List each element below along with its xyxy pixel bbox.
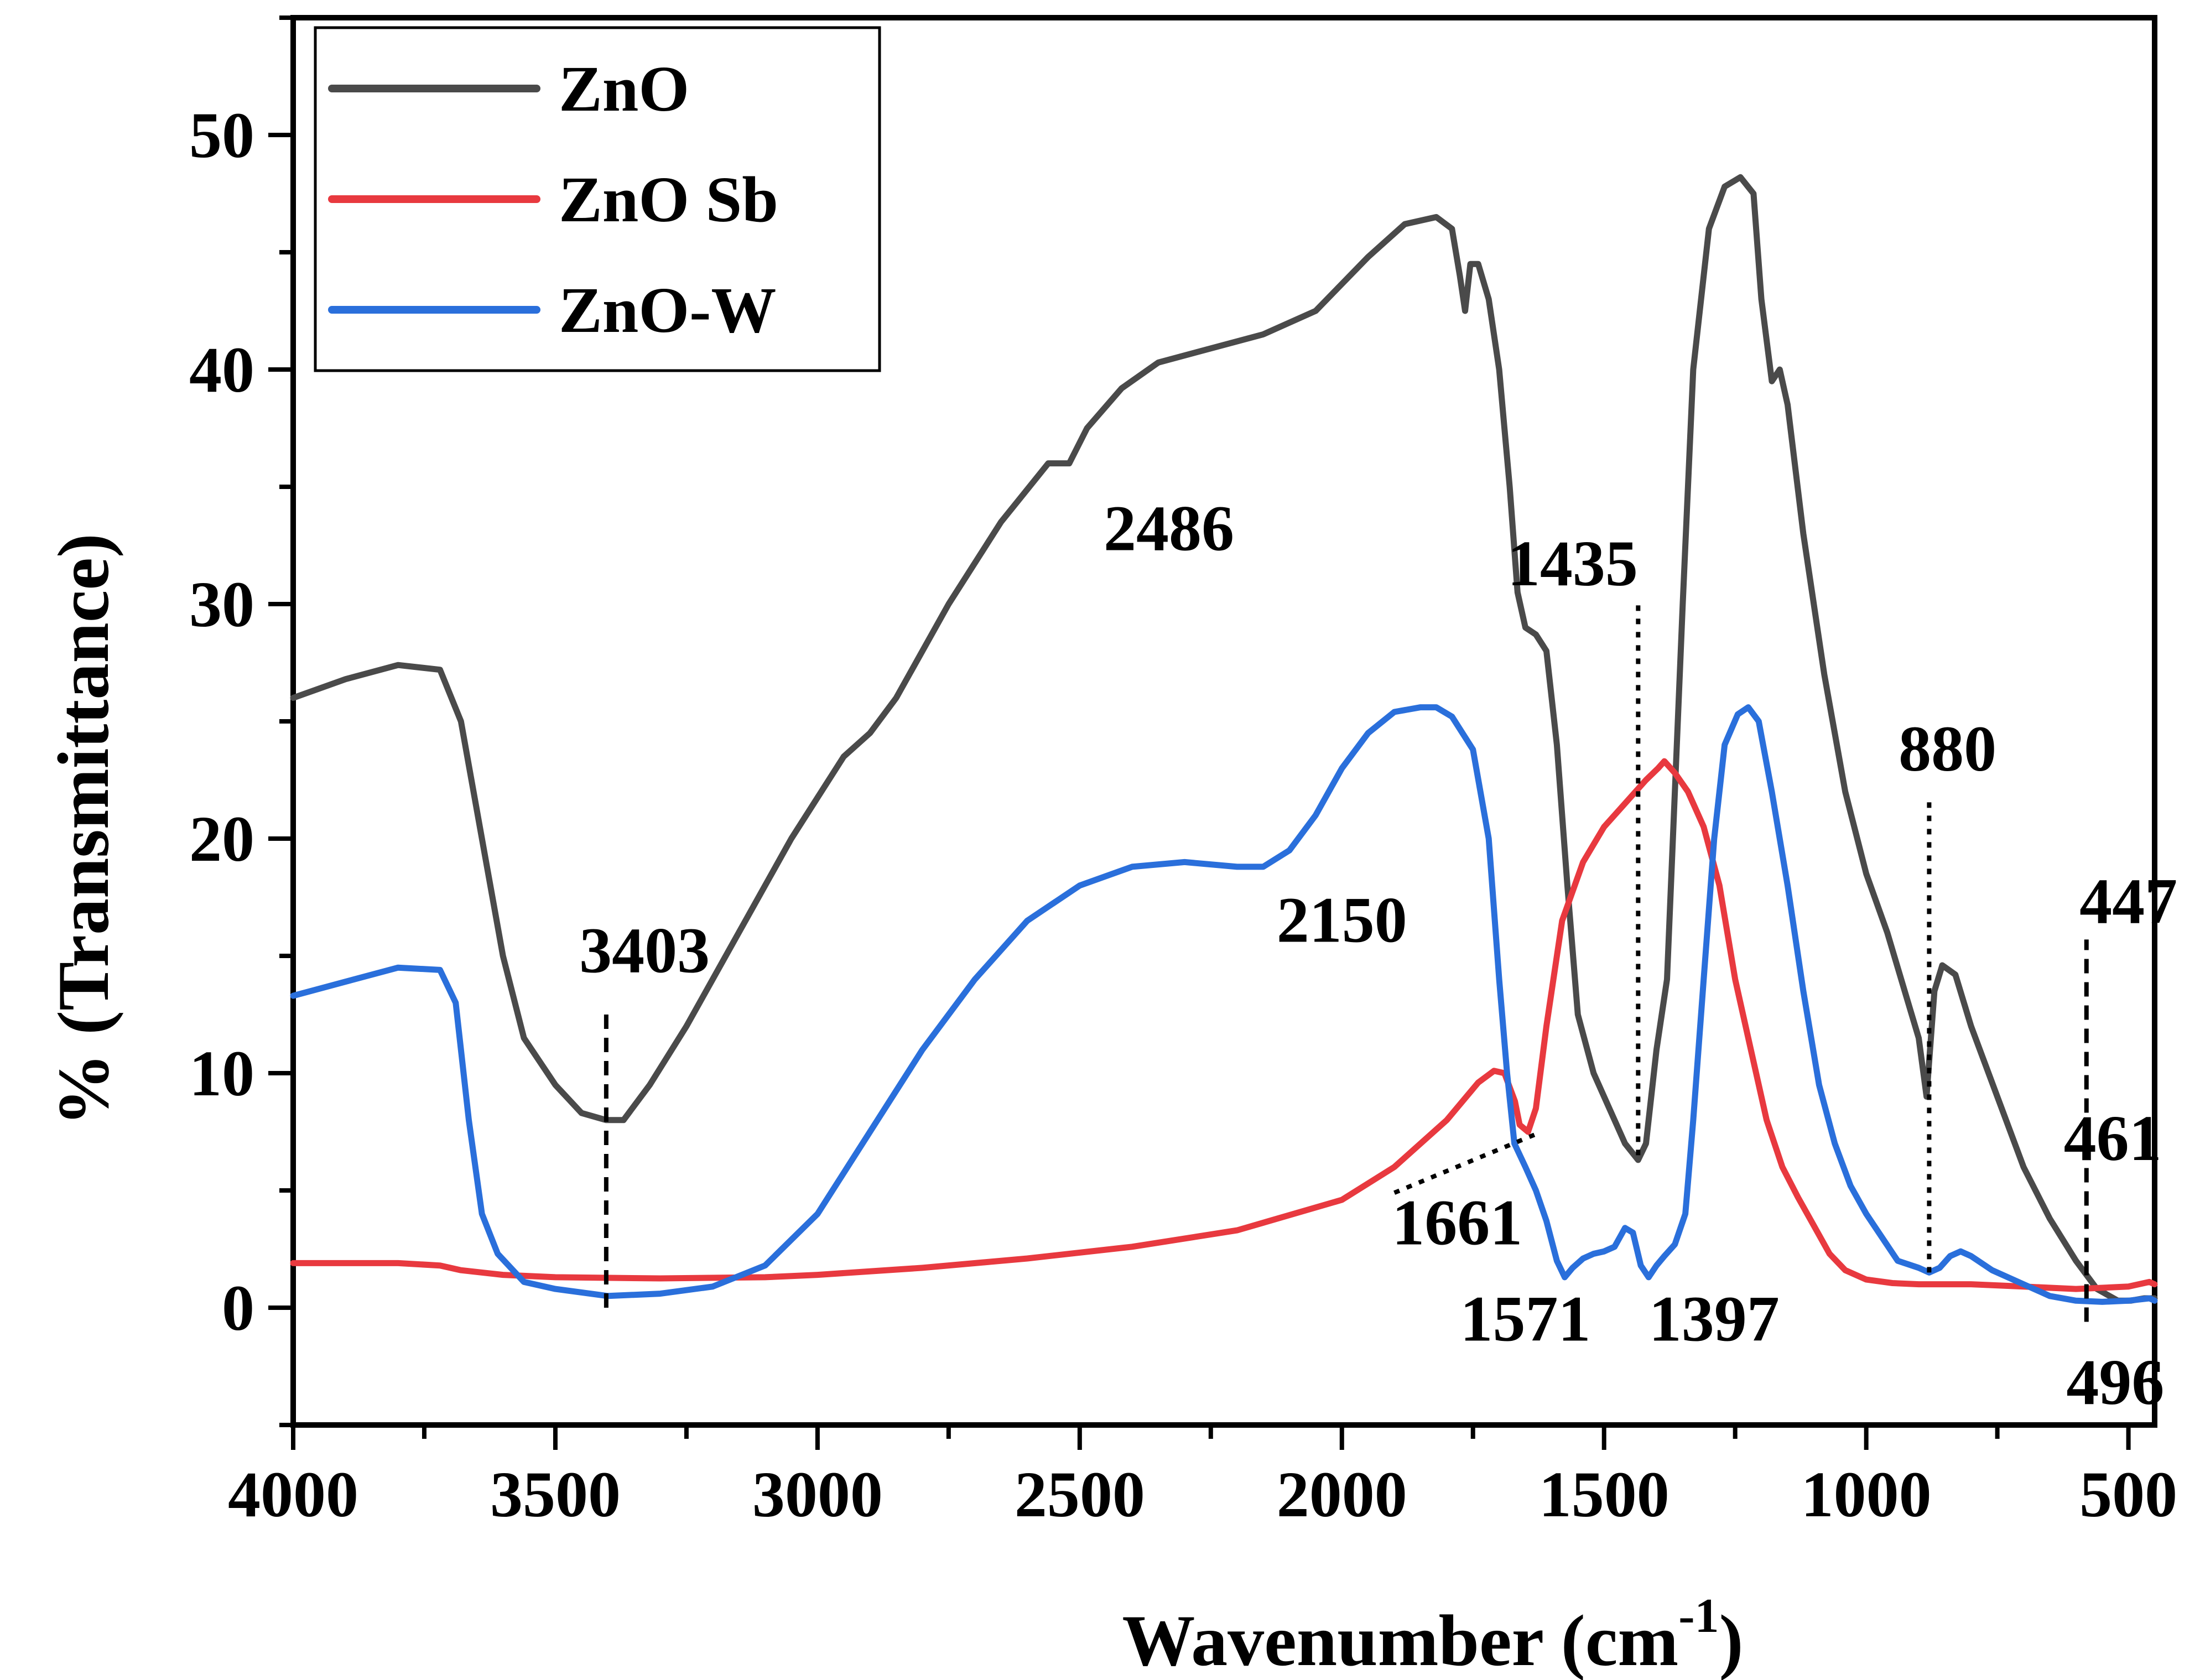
annotation-label-447: 447 [2079,865,2177,938]
legend-label-zno-sb: ZnO Sb [559,163,778,236]
annotations-layer: 3403 2486 2150 1435 1661 1571 1397 880 447 461 496 [579,492,2177,1418]
legend-label-zno-w: ZnO-W [559,274,776,346]
x-axis-title-superscript: -1 [1678,1589,1719,1643]
y-tick-label: 10 [189,1037,254,1110]
x-tick-label: 4000 [228,1458,358,1531]
y-tick-label: 0 [222,1272,254,1344]
legend-label-zno: ZnO [559,53,689,125]
x-tick-label: 500 [2079,1458,2177,1531]
legend: ZnO ZnO Sb ZnO-W [314,26,881,372]
annotation-label-2486: 2486 [1104,492,1234,564]
series-line-zno-sb [290,758,2158,1292]
series-layer [290,174,2158,1305]
annotation-label-880: 880 [1899,712,1996,785]
annotation-label-1661: 1661 [1392,1187,1522,1259]
series-line-zno-w [290,704,2158,1305]
x-axis-title-main: Wavenumber (cm [1122,1600,1678,1680]
y-tick-label: 30 [189,568,254,641]
x-axis-title-close: ) [1719,1600,1744,1680]
x-axis-title: Wavenumber (cm-1) [1122,1589,1743,1680]
annotation-label-3403: 3403 [579,914,710,987]
y-axis-title: % (Transmittance) [43,533,124,1126]
annotation-label-1571: 1571 [1460,1282,1591,1355]
y-tick-label: 50 [189,99,254,171]
annotation-label-1397: 1397 [1649,1282,1780,1355]
annotation-label-496: 496 [2066,1346,2164,1418]
x-tick-label: 2000 [1277,1458,1407,1531]
annotation-label-461: 461 [2064,1102,2162,1174]
x-tick-label: 3500 [490,1458,621,1531]
annotation-label-1435: 1435 [1507,527,1638,600]
axis-ticks: 4000 3500 3000 2500 2000 1500 1000 500 0 10 20 30 40… [189,15,2177,1531]
x-tick-label: 1500 [1539,1458,1669,1531]
y-tick-label: 20 [189,803,254,875]
x-tick-label: 2500 [1015,1458,1145,1531]
x-tick-label: 1000 [1801,1458,1932,1531]
x-tick-label: 3000 [752,1458,883,1531]
series-line-zno [290,174,2158,1304]
annotation-label-2150: 2150 [1277,884,1407,956]
y-tick-label: 40 [189,334,254,406]
